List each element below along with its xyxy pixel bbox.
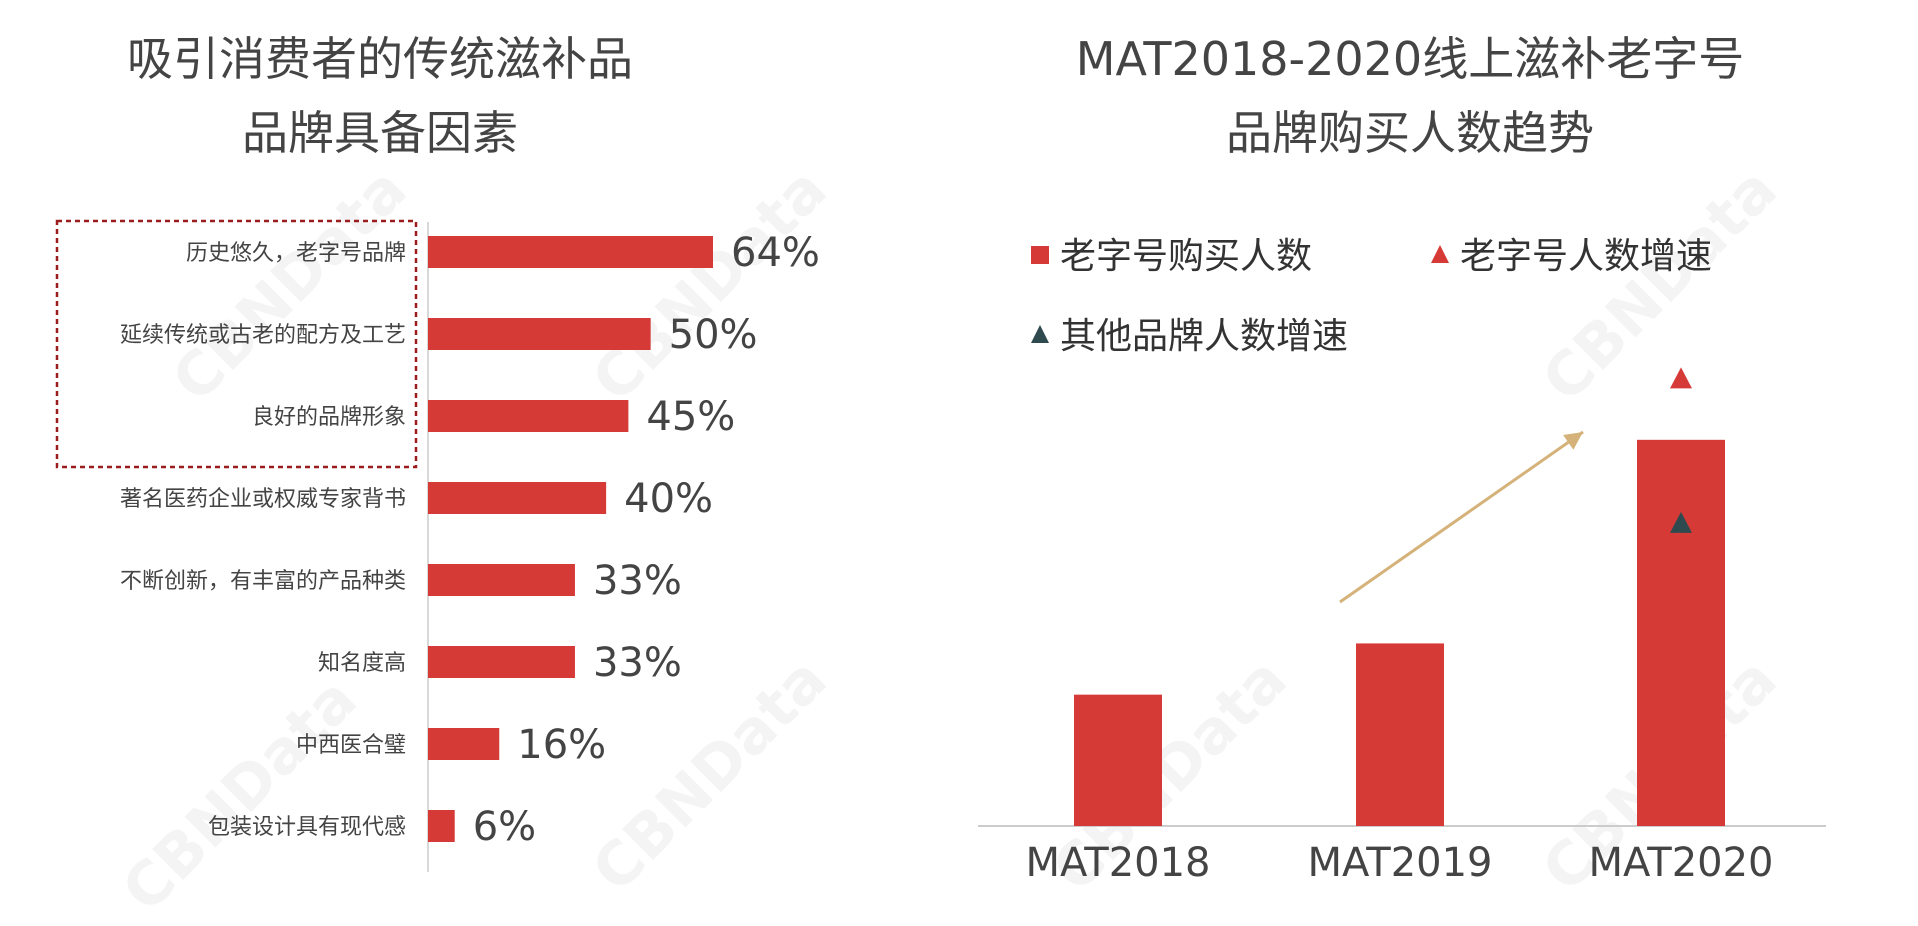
right-chart-panel: MAT2018-2020线上滋补老字号 品牌购买人数趋势 老字号购买人数 老字号人…: [960, 0, 1918, 906]
category-label: 包装设计具有现代感: [208, 815, 406, 840]
x-tick-label: MAT2020: [1589, 840, 1774, 886]
value-label: 45%: [646, 394, 735, 440]
left-chart-title-line2: 品牌具备因素: [242, 106, 518, 160]
legend-marker-triangle: [1431, 245, 1449, 263]
bar: [428, 482, 607, 514]
x-tick-label: MAT2019: [1308, 840, 1493, 886]
value-label: 40%: [624, 476, 713, 522]
value-label: 33%: [593, 558, 682, 604]
category-label: 知名度高: [318, 651, 406, 676]
right-chart-title: MAT2018-2020线上滋补老字号 品牌购买人数趋势: [1000, 22, 1820, 170]
category-label: 不断创新，有丰富的产品种类: [120, 569, 406, 594]
bar: [1637, 439, 1725, 826]
left-chart-title: 吸引消费者的传统滋补品 品牌具备因素: [30, 22, 730, 170]
value-label: 50%: [669, 312, 758, 358]
bar: [428, 318, 651, 350]
bar: [428, 728, 500, 760]
trend-arrow-head: [1563, 432, 1583, 450]
category-label: 延续传统或古老的配方及工艺: [120, 323, 406, 348]
bar: [428, 236, 713, 268]
bar: [428, 400, 629, 432]
category-label: 历史悠久，老字号品牌: [186, 241, 406, 266]
x-tick-label: MAT2018: [1026, 840, 1211, 886]
bar: [1356, 643, 1444, 826]
category-label: 中西医合璧: [296, 733, 406, 758]
category-label: 良好的品牌形象: [252, 405, 406, 430]
left-bar-chart: 历史悠久，老字号品牌 64% 延续传统或古老的配方及工艺 50% 良好的品牌形象 45% 著…: [55, 219, 820, 872]
bar: [428, 564, 575, 596]
legend-label: 其他品牌人数增速: [1060, 316, 1348, 357]
bar: [428, 810, 455, 842]
legend-marker-square: [1031, 246, 1049, 264]
right-chart-title-line2: 品牌购买人数趋势: [1226, 106, 1594, 160]
value-label: 16%: [517, 722, 606, 768]
legend-label: 老字号购买人数: [1060, 236, 1312, 277]
legend-marker-triangle: [1031, 325, 1049, 343]
triangle-marker: [1670, 511, 1692, 533]
legend-label: 老字号人数增速: [1460, 236, 1712, 277]
trend-arrow-line: [1339, 430, 1584, 604]
right-chart-title-line1: MAT2018-2020线上滋补老字号: [1075, 32, 1745, 86]
left-chart-title-line1: 吸引消费者的传统滋补品: [127, 32, 633, 86]
value-label: 33%: [593, 640, 682, 686]
value-label: 64%: [731, 230, 820, 276]
triangle-marker: [1670, 367, 1692, 389]
value-label: 6%: [473, 804, 536, 850]
bar: [1074, 694, 1162, 826]
category-label: 著名医药企业或权威专家背书: [120, 487, 406, 512]
bar: [428, 646, 575, 678]
highlight-box: [55, 219, 418, 469]
left-chart-panel: 吸引消费者的传统滋补品 品牌具备因素 历史悠久，老字号品牌 64% 延续传统或古老的…: [0, 0, 900, 906]
